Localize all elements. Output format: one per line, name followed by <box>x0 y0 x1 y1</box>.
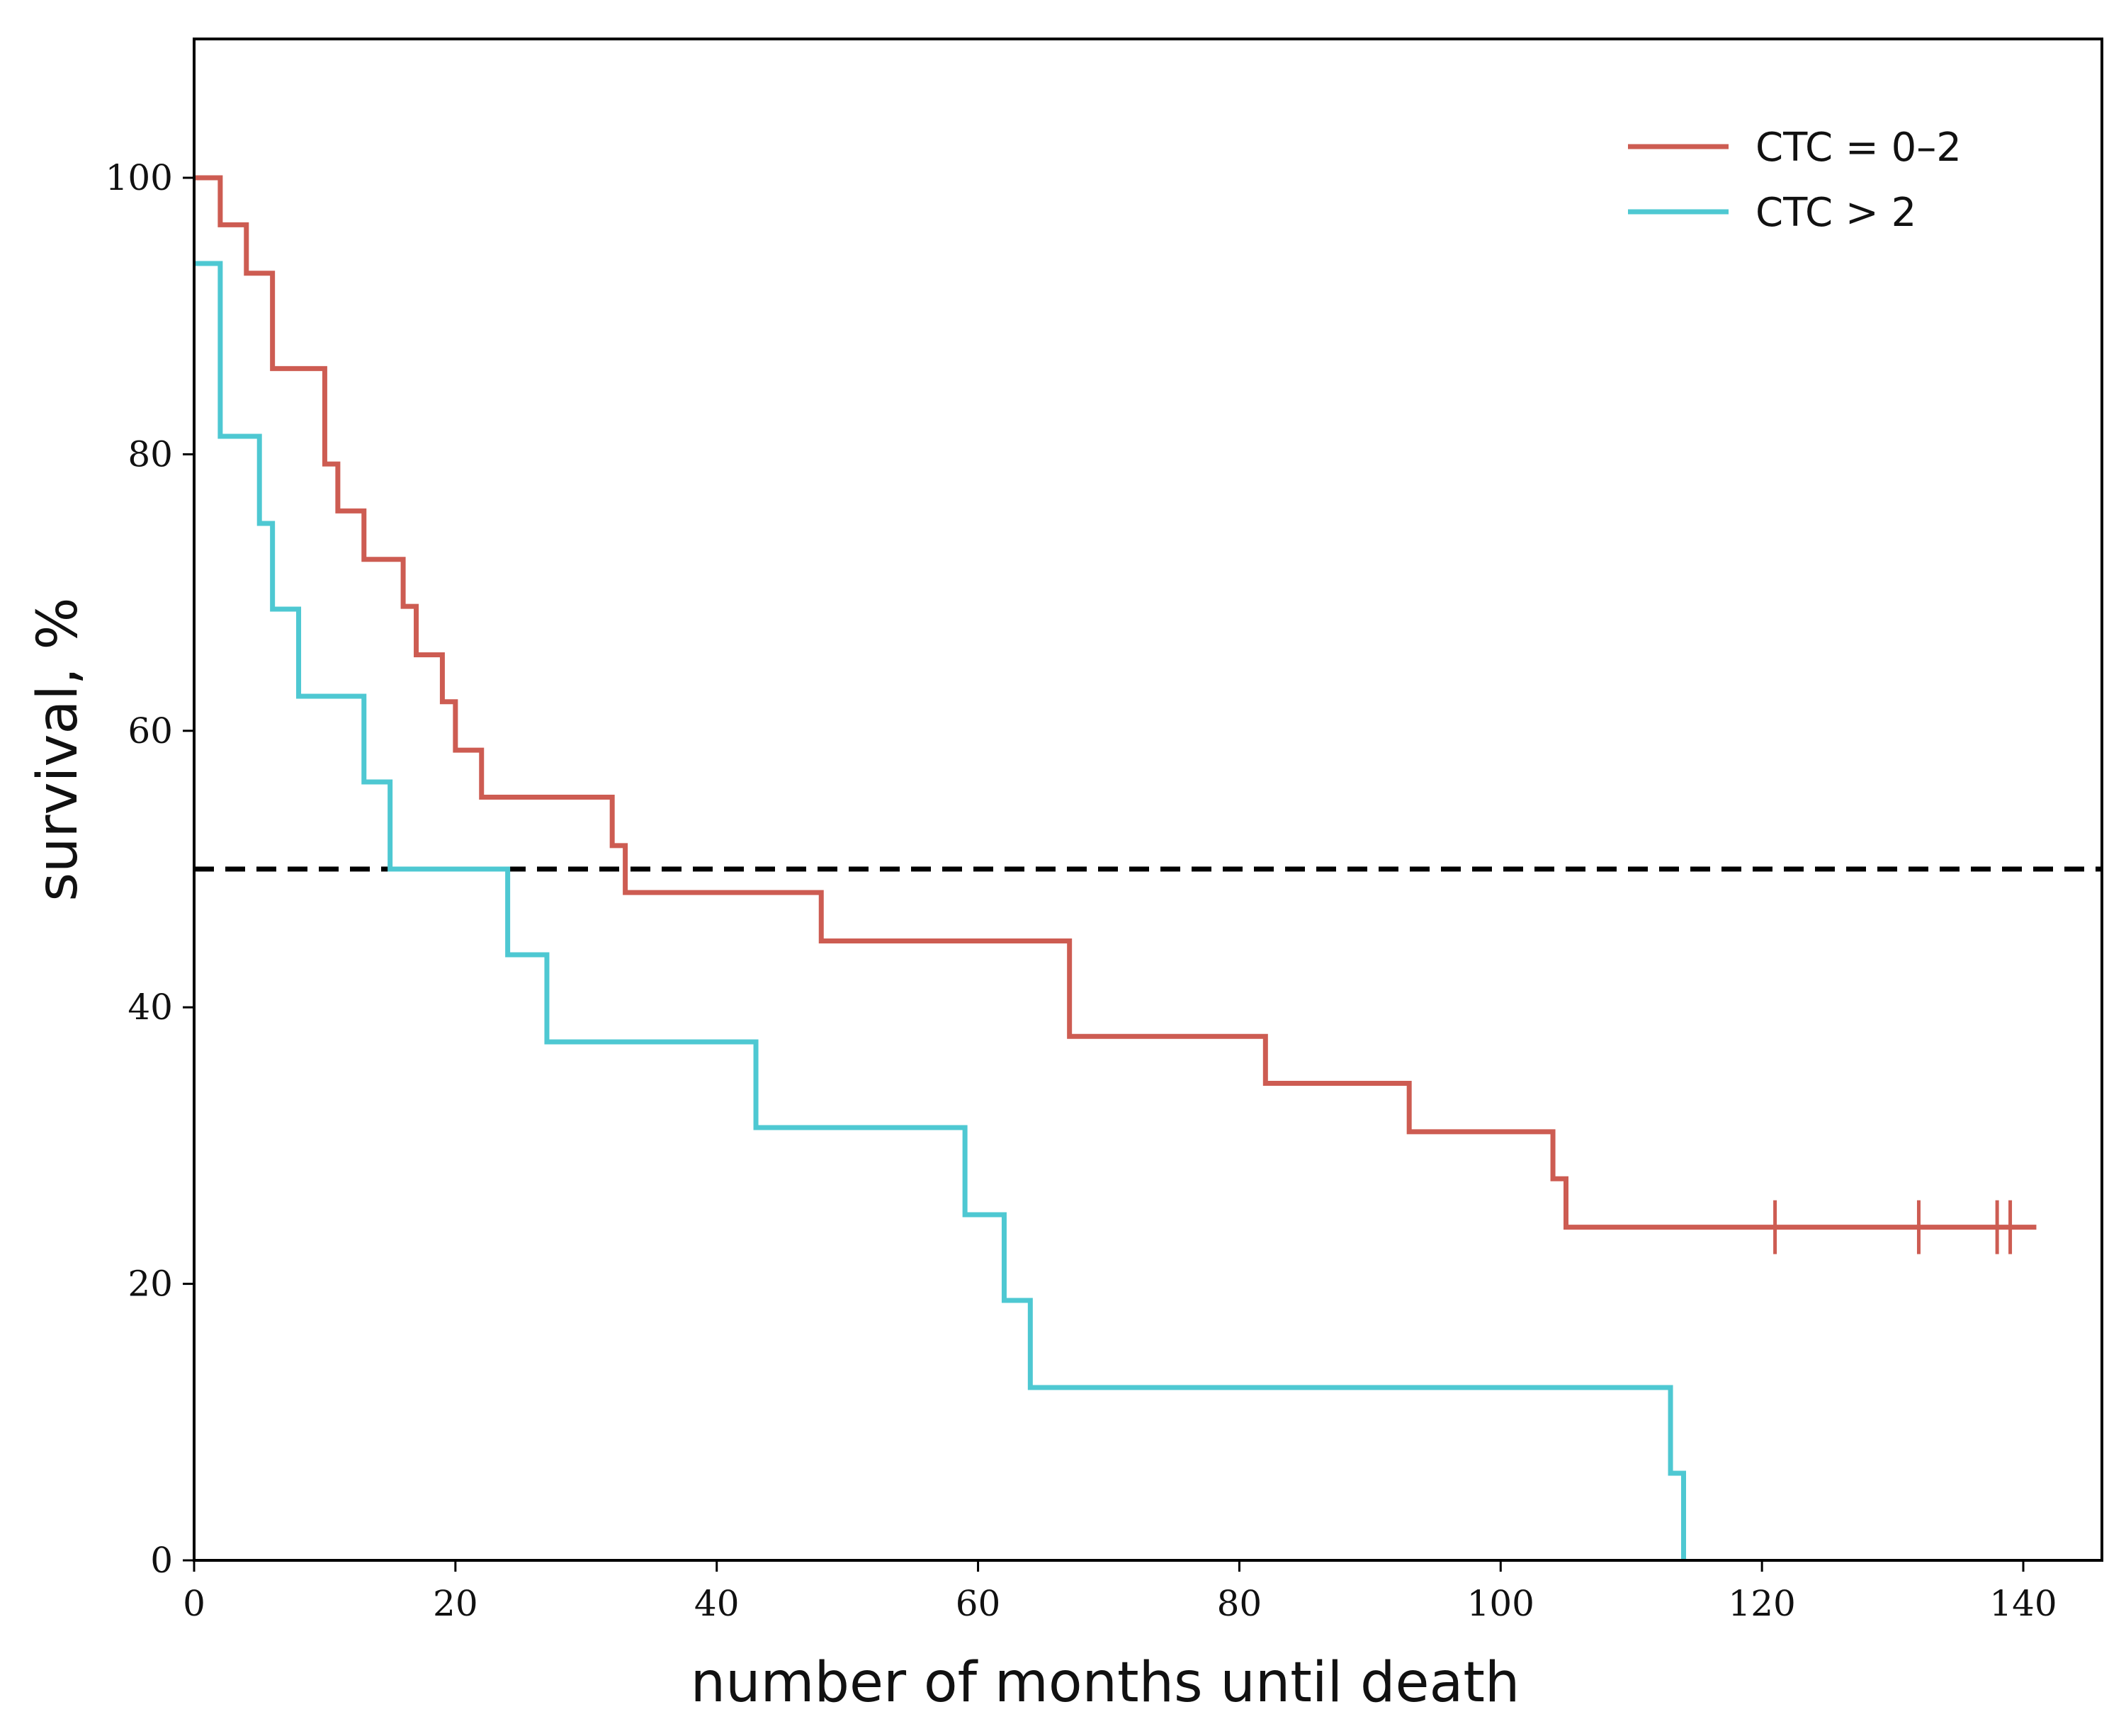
x-tick-label: 0 <box>183 1583 205 1624</box>
axes-layer: 0 20 40 60 80 100 120 140 0 20 40 60 80 100 <box>106 157 2057 1624</box>
legend-label-series-1: CTC = 0–2 <box>1755 125 1962 171</box>
y-tick-label: 40 <box>128 987 173 1028</box>
x-tick-label: 140 <box>1989 1583 2057 1624</box>
plot-frame <box>193 38 2103 1562</box>
y-tick-label: 0 <box>150 1540 173 1581</box>
y-tick-label: 20 <box>128 1264 173 1305</box>
series-1-line <box>194 175 2037 1230</box>
legend: CTC = 0–2 CTC > 2 <box>1628 125 1962 236</box>
legend-label-series-2: CTC > 2 <box>1755 190 1916 236</box>
y-tick-label: 100 <box>106 157 173 198</box>
x-tick-label: 40 <box>694 1583 740 1624</box>
y-axis-title: survival, % <box>26 597 90 901</box>
x-tick-label: 120 <box>1728 1583 1795 1624</box>
x-tick-label: 100 <box>1467 1583 1534 1624</box>
x-tick-label: 60 <box>956 1583 1001 1624</box>
x-axis-title: number of months until death <box>691 1651 1520 1715</box>
x-tick-label: 80 <box>1217 1583 1262 1624</box>
y-tick-label: 80 <box>128 433 173 475</box>
y-tick-label: 60 <box>128 710 173 751</box>
x-tick-label: 20 <box>433 1583 478 1624</box>
plot-layer <box>194 175 2102 1560</box>
series-2-line <box>194 261 1686 1560</box>
